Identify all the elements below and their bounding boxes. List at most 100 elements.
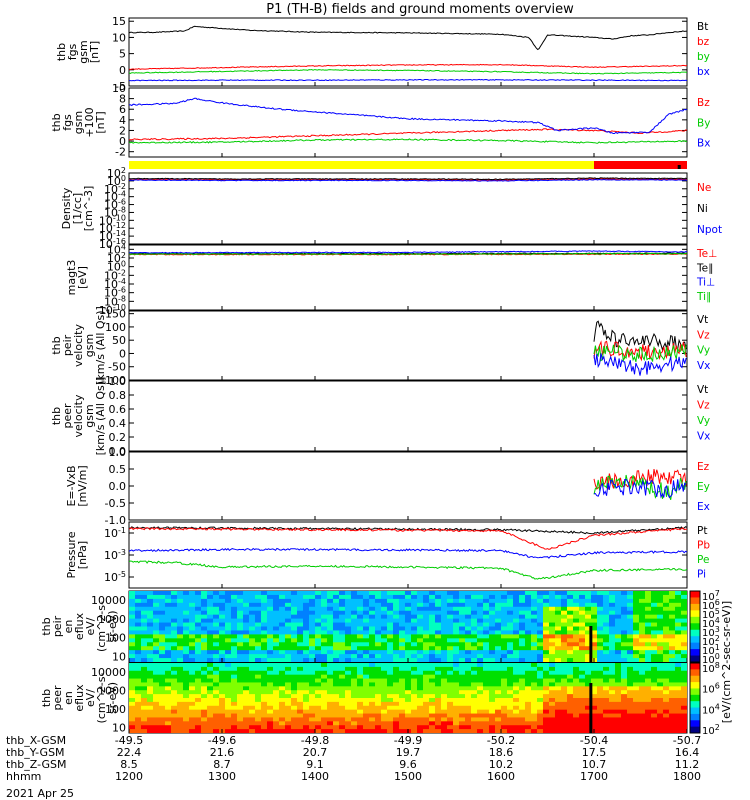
heatmap-cell xyxy=(603,682,610,687)
heatmap-cell xyxy=(657,674,664,680)
heatmap-cell xyxy=(675,618,682,624)
heatmap-cell xyxy=(471,650,478,655)
heatmap-cell xyxy=(363,610,370,616)
heatmap-cell xyxy=(375,622,382,627)
heatmap-cell xyxy=(273,630,280,635)
heatmap-cell xyxy=(171,634,178,639)
heatmap-cell xyxy=(147,670,154,676)
heatmap-cell xyxy=(177,678,184,683)
heatmap-cell xyxy=(447,618,454,624)
heatmap-cell xyxy=(147,717,154,722)
heatmap-cell xyxy=(585,721,592,726)
heatmap-cell xyxy=(483,725,490,730)
heatmap-cell xyxy=(633,690,640,695)
heatmap-cell xyxy=(585,646,592,651)
heatmap-cell xyxy=(669,690,676,695)
heatmap-cell xyxy=(219,686,226,691)
heatmap-cell xyxy=(513,630,520,635)
heatmap-cell xyxy=(513,686,520,691)
heatmap-cell xyxy=(285,594,292,600)
heatmap-cell xyxy=(243,591,250,596)
heatmap-cell xyxy=(219,670,226,676)
heatmap-cell xyxy=(543,610,550,616)
heatmap-cell xyxy=(633,626,640,631)
heatmap-cell xyxy=(159,630,166,635)
heatmap-cell xyxy=(393,642,400,647)
heatmap-cell xyxy=(597,682,604,687)
heatmap-cell xyxy=(243,594,250,600)
heatmap-cell xyxy=(141,598,148,604)
heatmap-cell xyxy=(291,717,298,722)
heatmap-cell xyxy=(237,622,244,627)
heatmap-cell xyxy=(213,658,220,662)
heatmap-cell xyxy=(237,650,244,655)
heatmap-cell xyxy=(543,674,550,680)
colorbar-swatch xyxy=(690,720,700,728)
heatmap-cell xyxy=(399,686,406,691)
heatmap-cell xyxy=(519,698,526,703)
heatmap-cell xyxy=(321,729,328,733)
heatmap-cell xyxy=(381,698,388,703)
heatmap-cell xyxy=(225,618,232,624)
heatmap-cell xyxy=(585,686,592,691)
heatmap-cell xyxy=(315,663,322,668)
heatmap-cell xyxy=(405,602,412,608)
heatmap-cell xyxy=(261,591,268,596)
heatmap-cell xyxy=(465,663,472,668)
heatmap-cell xyxy=(543,602,550,608)
heatmap-cell xyxy=(261,610,268,616)
heatmap-cell xyxy=(579,690,586,695)
heatmap-cell xyxy=(675,642,682,647)
heatmap-cell xyxy=(507,606,514,612)
heatmap-cell xyxy=(153,658,160,662)
heatmap-cell xyxy=(513,713,520,718)
heatmap-cell xyxy=(225,682,232,687)
heatmap-cell xyxy=(585,698,592,703)
heatmap-cell xyxy=(267,729,274,733)
heatmap-cell xyxy=(561,638,568,643)
heatmap-cell xyxy=(651,721,658,726)
heatmap-cell xyxy=(483,626,490,631)
heatmap-cell xyxy=(561,721,568,726)
heatmap-cell xyxy=(393,591,400,596)
heatmap-cell xyxy=(681,717,687,722)
y-axis-label: magt3 xyxy=(65,260,78,296)
heatmap-cell xyxy=(297,602,304,608)
heatmap-cell xyxy=(315,705,322,711)
heatmap-cell xyxy=(357,694,364,699)
heatmap-cell xyxy=(351,638,358,643)
heatmap-cell xyxy=(261,630,268,635)
heatmap-cell xyxy=(369,618,376,624)
heatmap-cell xyxy=(327,713,334,718)
heatmap-cell xyxy=(639,694,646,699)
heatmap-cell xyxy=(489,701,496,707)
heatmap-cell xyxy=(327,663,334,668)
heatmap-cell xyxy=(369,598,376,604)
y-tick-label: 0.6 xyxy=(109,403,127,416)
heatmap-cell xyxy=(159,725,166,730)
heatmap-cell xyxy=(471,666,478,672)
heatmap-cell xyxy=(225,634,232,639)
y-axis-label: gsm xyxy=(72,111,85,134)
series-group xyxy=(129,526,687,580)
heatmap-cell xyxy=(399,614,406,620)
heatmap-cell xyxy=(255,705,262,711)
colorbar-tick-label: 107 xyxy=(702,589,720,603)
heatmap-cell xyxy=(501,602,508,608)
heatmap-cell xyxy=(429,598,436,604)
heatmap-cell xyxy=(441,713,448,718)
heatmap-cell xyxy=(429,717,436,722)
heatmap-cell xyxy=(231,678,238,683)
heatmap-cell xyxy=(513,610,520,616)
y-tick-label: 0.0 xyxy=(109,480,127,493)
heatmap-cell xyxy=(207,634,214,639)
heatmap-cell xyxy=(237,591,244,596)
heatmap-cell xyxy=(309,729,316,733)
heatmap-cell xyxy=(537,610,544,616)
heatmap-cell xyxy=(639,725,646,730)
heatmap-cell xyxy=(639,674,646,680)
heatmap-cell xyxy=(225,638,232,643)
heatmap-cell xyxy=(585,709,592,715)
heatmap-cell xyxy=(189,663,196,668)
heatmap-cell xyxy=(213,682,220,687)
